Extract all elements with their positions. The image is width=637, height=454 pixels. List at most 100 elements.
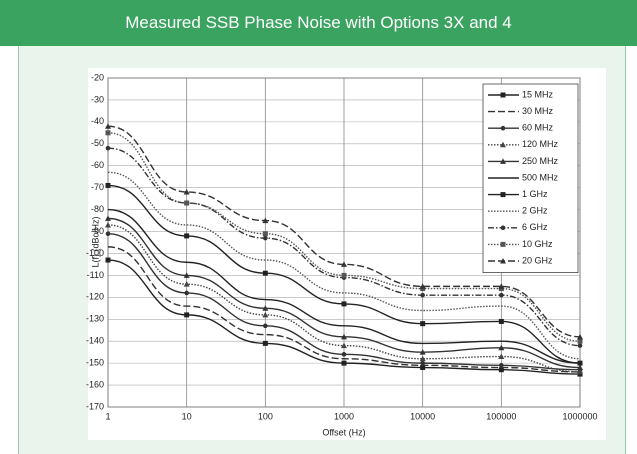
marker bbox=[262, 305, 269, 311]
y-tick-label: -20 bbox=[91, 72, 104, 82]
marker bbox=[499, 363, 504, 368]
marker bbox=[420, 365, 426, 371]
marker bbox=[500, 125, 506, 131]
y-tick-label: -30 bbox=[91, 94, 104, 104]
marker bbox=[263, 323, 268, 329]
x-tick-label: 10 bbox=[182, 411, 192, 421]
y-tick-label: -140 bbox=[86, 336, 104, 346]
header-title: Measured SSB Phase Noise with Options 3X… bbox=[0, 0, 637, 46]
marker bbox=[183, 281, 190, 287]
y-tick-label: -70 bbox=[91, 182, 104, 192]
marker bbox=[183, 272, 190, 278]
marker bbox=[499, 292, 504, 298]
marker bbox=[105, 145, 111, 151]
marker bbox=[500, 92, 506, 98]
marker bbox=[420, 360, 425, 366]
y-tick-label: -120 bbox=[86, 292, 104, 302]
marker bbox=[498, 353, 505, 360]
legend-label: 250 MHz bbox=[522, 156, 559, 166]
marker bbox=[262, 311, 269, 318]
marker bbox=[341, 261, 347, 267]
series-line bbox=[107, 224, 581, 373]
marker bbox=[498, 367, 504, 373]
marker bbox=[341, 360, 347, 366]
series-line bbox=[107, 171, 581, 360]
x-tick-label: 1000 bbox=[334, 411, 354, 421]
y-tick-label: -130 bbox=[86, 314, 104, 324]
y-axis-label: L(f) (dBc/Hz) bbox=[90, 216, 100, 267]
marker bbox=[341, 272, 347, 278]
y-tick-label: -150 bbox=[86, 358, 104, 368]
marker bbox=[262, 270, 268, 276]
marker bbox=[577, 333, 583, 340]
marker bbox=[500, 192, 506, 198]
marker bbox=[498, 344, 505, 351]
x-tick-label: 100 bbox=[258, 411, 273, 421]
marker bbox=[420, 292, 425, 298]
legend-label: 60 MHz bbox=[522, 123, 554, 133]
marker bbox=[105, 182, 111, 188]
legend-label: 15 MHz bbox=[522, 89, 554, 99]
y-tick-label: -100 bbox=[86, 248, 104, 258]
marker bbox=[500, 225, 506, 231]
x-axis-label: Offset (Hz) bbox=[322, 427, 365, 437]
legend-label: 120 MHz bbox=[522, 139, 559, 149]
marker bbox=[184, 200, 190, 206]
marker bbox=[577, 364, 583, 371]
marker bbox=[500, 158, 506, 164]
marker bbox=[183, 189, 190, 195]
marker bbox=[419, 283, 426, 289]
marker bbox=[577, 338, 583, 344]
marker bbox=[500, 141, 506, 148]
marker bbox=[419, 355, 426, 362]
y-tick-label: -170 bbox=[86, 401, 104, 411]
marker bbox=[341, 301, 347, 307]
y-tick-label: -90 bbox=[91, 226, 104, 236]
marker bbox=[577, 360, 583, 366]
marker bbox=[500, 258, 506, 264]
marker bbox=[184, 312, 190, 318]
series-line bbox=[107, 125, 581, 338]
marker bbox=[262, 231, 268, 237]
marker bbox=[184, 290, 189, 296]
marker bbox=[105, 123, 111, 129]
marker bbox=[419, 349, 426, 355]
x-tick-label: 1 bbox=[105, 411, 110, 421]
marker bbox=[341, 352, 347, 357]
y-tick-label: -160 bbox=[86, 379, 104, 389]
marker bbox=[341, 333, 347, 340]
marker bbox=[341, 342, 347, 349]
legend-label: 6 GHz bbox=[522, 222, 548, 232]
y-tick-label: -50 bbox=[91, 138, 104, 148]
legend-label: 500 MHz bbox=[522, 172, 559, 182]
marker bbox=[500, 241, 506, 247]
marker bbox=[105, 257, 111, 263]
series-line bbox=[107, 132, 581, 342]
marker bbox=[498, 283, 505, 289]
marker bbox=[262, 217, 269, 224]
marker bbox=[105, 231, 111, 237]
marker bbox=[105, 130, 111, 136]
y-tick-label: -110 bbox=[87, 270, 104, 280]
x-tick-label: 10000 bbox=[410, 411, 435, 421]
marker bbox=[184, 233, 190, 239]
marker bbox=[498, 318, 504, 324]
legend-label: 2 GHz bbox=[522, 206, 548, 216]
marker bbox=[263, 235, 268, 241]
marker bbox=[262, 340, 268, 346]
legend-label: 10 GHz bbox=[522, 239, 553, 249]
marker bbox=[577, 343, 583, 348]
y-tick-label: -60 bbox=[91, 160, 104, 170]
marker bbox=[105, 221, 111, 228]
legend-label: 30 MHz bbox=[522, 106, 554, 116]
y-tick-label: -80 bbox=[91, 204, 104, 214]
series-line bbox=[107, 208, 581, 364]
x-tick-label: 100000 bbox=[486, 411, 516, 421]
legend-label: 20 GHz bbox=[522, 255, 553, 265]
marker bbox=[577, 368, 583, 375]
y-tick-label: -40 bbox=[91, 116, 104, 126]
marker bbox=[105, 215, 111, 221]
legend-label: 1 GHz bbox=[522, 189, 548, 199]
